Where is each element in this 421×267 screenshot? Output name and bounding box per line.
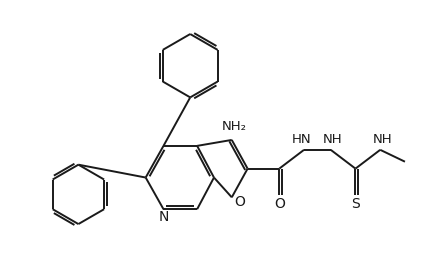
Text: NH: NH <box>323 134 343 146</box>
Text: N: N <box>158 210 169 224</box>
Text: O: O <box>234 195 245 209</box>
Text: O: O <box>274 197 285 211</box>
Text: NH₂: NH₂ <box>222 120 247 133</box>
Text: S: S <box>351 197 360 211</box>
Text: HN: HN <box>292 134 312 146</box>
Text: NH: NH <box>373 134 392 146</box>
